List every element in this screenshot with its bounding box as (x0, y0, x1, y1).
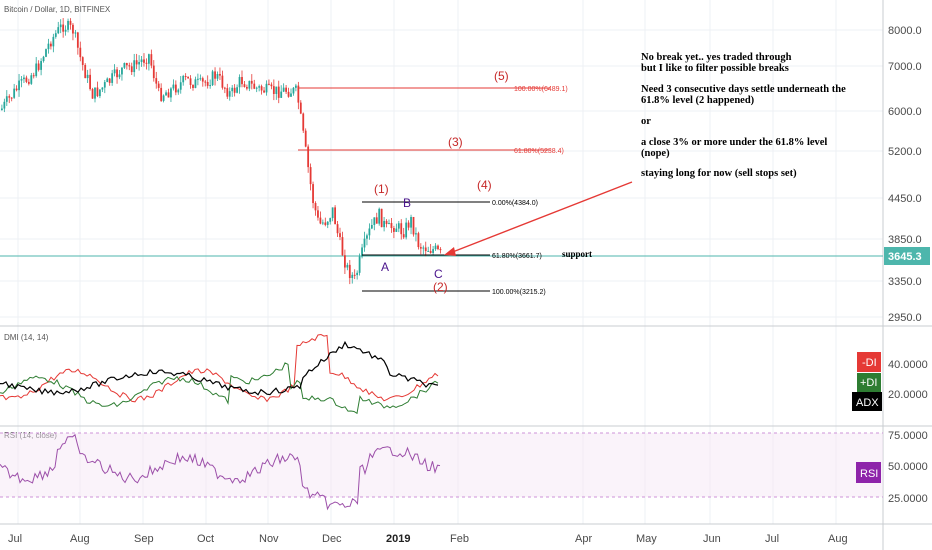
dmi-lines (0, 333, 439, 415)
wave-label: (2) (433, 280, 448, 294)
dmi-axis: 40.0000 20.0000 (888, 359, 928, 401)
elliott-wave-labels: (5) (3) (1) (4) B A C (2) (374, 69, 509, 294)
support-label: support (562, 249, 592, 259)
wave-label: C (434, 267, 443, 281)
price-tick: 8000.0 (888, 25, 922, 37)
rsi-badge-label: RSI (860, 468, 878, 480)
grid (0, 0, 883, 524)
wave-label: A (381, 260, 389, 274)
annotation-arrow[interactable] (449, 181, 633, 254)
time-tick: Oct (197, 533, 214, 545)
minus-di-badge (857, 352, 881, 372)
wave-label: (3) (448, 135, 463, 149)
time-tick: Jul (765, 533, 779, 545)
symbol-title: Bitcoin / Dollar, 1D, BITFINEX (4, 5, 111, 14)
price-axis[interactable]: 8000.0 7000.0 6000.0 5200.0 4450.0 3850.… (888, 25, 922, 324)
price-tick: 3350.0 (888, 276, 922, 288)
rsi-axis: 75.0000 50.0000 25.0000 (888, 430, 928, 505)
dmi-tick: 20.0000 (888, 389, 928, 401)
price-tick: 5200.0 (888, 146, 922, 158)
fib-label: 61.80%(3661.7) (492, 253, 542, 260)
price-tick: 6000.0 (888, 106, 922, 118)
time-tick: Apr (575, 533, 592, 545)
time-tick: 2019 (386, 533, 410, 545)
wave-label: B (403, 196, 411, 210)
note-line: a close 3% or more under the 61.8% level (641, 137, 827, 148)
fib-label: 100.00%(6489.1) (514, 86, 568, 93)
dmi-title: DMI (14, 14) (4, 333, 49, 342)
time-tick: Aug (828, 533, 848, 545)
note-line: (nope) (641, 148, 670, 159)
price-tick: 4450.0 (888, 193, 922, 205)
arrow-head-icon (444, 247, 456, 256)
fib-label: 61.80%(5238.4) (514, 148, 564, 155)
time-tick: Dec (322, 533, 342, 545)
current-price-label: 3645.3 (888, 251, 922, 263)
rsi-tick: 50.0000 (888, 461, 928, 473)
time-axis[interactable]: Jul Aug Sep Oct Nov Dec 2019 Feb Apr May… (8, 533, 848, 545)
time-tick: Jul (8, 533, 22, 545)
price-tick: 7000.0 (888, 61, 922, 73)
rsi-band (0, 433, 883, 497)
rsi-tick: 25.0000 (888, 493, 928, 505)
fib-label: 100.00%(3215.2) (492, 289, 546, 296)
note-line: but I like to filter possible breaks (641, 63, 789, 74)
time-tick: May (636, 533, 657, 545)
wave-label: (4) (477, 178, 492, 192)
rsi-badge (856, 462, 881, 483)
rsi-tick: 75.0000 (888, 430, 928, 442)
rsi-line (0, 433, 441, 511)
time-tick: Feb (450, 533, 469, 545)
current-price-badge (884, 247, 930, 265)
fib-label: 0.00%(4384.0) (492, 200, 538, 207)
wave-label: (5) (494, 69, 509, 83)
time-tick: Sep (134, 533, 154, 545)
fibonacci-retracement[interactable]: 100.00%(6489.1) 61.80%(5238.4) 0.00%(438… (298, 86, 568, 296)
time-tick: Aug (70, 533, 90, 545)
note-line: 61.8% level (2 happened) (641, 95, 755, 106)
note-line: or (641, 116, 651, 127)
note-line: No break yet.. yes traded through (641, 52, 792, 63)
badge-label: +DI (860, 377, 877, 389)
note-line: staying long for now (sell stops set) (641, 168, 797, 179)
wave-label: (1) (374, 182, 389, 196)
price-tick: 3850.0 (888, 234, 922, 246)
plus-di-badge (857, 373, 881, 392)
rsi-title: RSI (14, close) (4, 431, 57, 440)
dmi-tick: 40.0000 (888, 359, 928, 371)
candlesticks (1, 18, 442, 285)
time-tick: Jun (703, 533, 721, 545)
note-line: Need 3 consecutive days settle underneat… (641, 84, 846, 95)
badge-label: ADX (856, 397, 879, 409)
time-tick: Nov (259, 533, 279, 545)
price-tick: 2950.0 (888, 312, 922, 324)
annotation-note[interactable]: No break yet.. yes traded through but I … (641, 52, 846, 179)
badge-label: -DI (862, 357, 877, 369)
adx-badge (852, 392, 882, 411)
dmi-badges: -DI +DI ADX (852, 352, 882, 411)
